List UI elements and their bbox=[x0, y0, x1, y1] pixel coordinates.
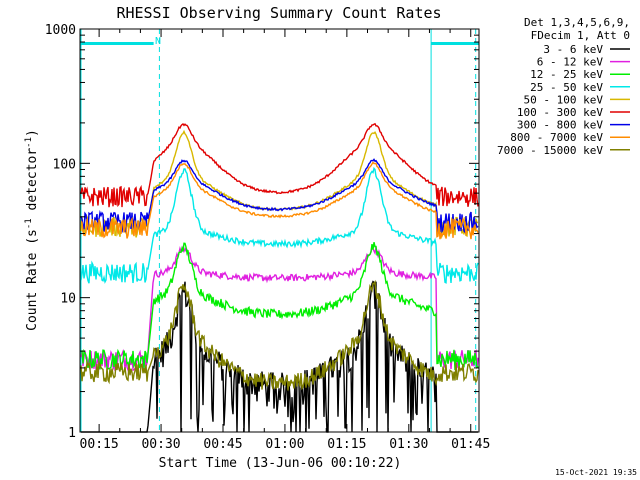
x-tick-label-6: 01:45 bbox=[451, 437, 490, 452]
legend-label-7: 800 - 7000 keV bbox=[510, 131, 603, 144]
y-tick-label-1: 10 bbox=[60, 292, 76, 307]
y-axis-ticks: 1 10 100 1000 bbox=[45, 23, 479, 441]
legend-label-2: 12 - 25 keV bbox=[530, 68, 603, 81]
series-line-5 bbox=[80, 122, 479, 208]
y-axis-label-sup1: -1 bbox=[24, 218, 34, 229]
y-tick-label-0: 1 bbox=[68, 426, 76, 441]
y-tick-label-2: 100 bbox=[53, 157, 76, 172]
legend-label-8: 7000 - 15000 keV bbox=[497, 144, 603, 157]
series-line-8 bbox=[80, 279, 479, 391]
chart-title: RHESSI Observing Summary Count Rates bbox=[116, 4, 441, 22]
series-line-7 bbox=[80, 161, 479, 240]
legend-label-5: 100 - 300 keV bbox=[517, 106, 603, 119]
series-line-1 bbox=[80, 244, 479, 372]
legend-header-line-1: Det 1,3,4,5,6,9, bbox=[524, 16, 630, 29]
x-axis-label: Start Time (13-Jun-06 00:10:22) bbox=[159, 456, 402, 471]
series-line-6 bbox=[80, 158, 479, 234]
y-axis-label-main: Count Rate (s bbox=[25, 229, 40, 331]
y-axis-label-mid: detector bbox=[25, 148, 40, 219]
legend-label-0: 3 - 6 keV bbox=[543, 43, 603, 56]
x-tick-label-4: 01:15 bbox=[327, 437, 366, 452]
legend-label-3: 25 - 50 keV bbox=[530, 81, 603, 94]
plot-frame bbox=[79, 28, 480, 433]
series-line-3 bbox=[80, 166, 479, 284]
y-axis-label-sup2: -1 bbox=[24, 137, 34, 148]
x-tick-label-1: 00:30 bbox=[141, 437, 180, 452]
timestamp: 15-Oct-2021 19:35 bbox=[555, 468, 637, 477]
x-tick-label-5: 01:30 bbox=[389, 437, 428, 452]
x-tick-label-3: 01:00 bbox=[265, 437, 304, 452]
legend-header-line-2: FDecim 1, Att 0 bbox=[531, 29, 630, 42]
x-tick-label-2: 00:45 bbox=[203, 437, 242, 452]
x-tick-label-0: 00:15 bbox=[80, 437, 119, 452]
series-line-2 bbox=[80, 242, 479, 371]
series-line-0 bbox=[81, 280, 478, 433]
y-axis-label-end: ) bbox=[25, 129, 40, 137]
legend-label-6: 300 - 800 keV bbox=[517, 119, 603, 132]
legend-label-4: 50 - 100 keV bbox=[524, 93, 604, 106]
annotation-n: N bbox=[155, 36, 161, 47]
y-tick-label-3: 1000 bbox=[45, 23, 76, 38]
y-axis-label: Count Rate (s-1 detector-1) bbox=[24, 129, 40, 331]
x-axis-ticks: 00:15 00:30 00:45 01:00 01:15 01:30 01:45 bbox=[80, 29, 490, 452]
legend-label-1: 6 - 12 keV bbox=[537, 56, 604, 69]
series-lines bbox=[80, 122, 479, 433]
